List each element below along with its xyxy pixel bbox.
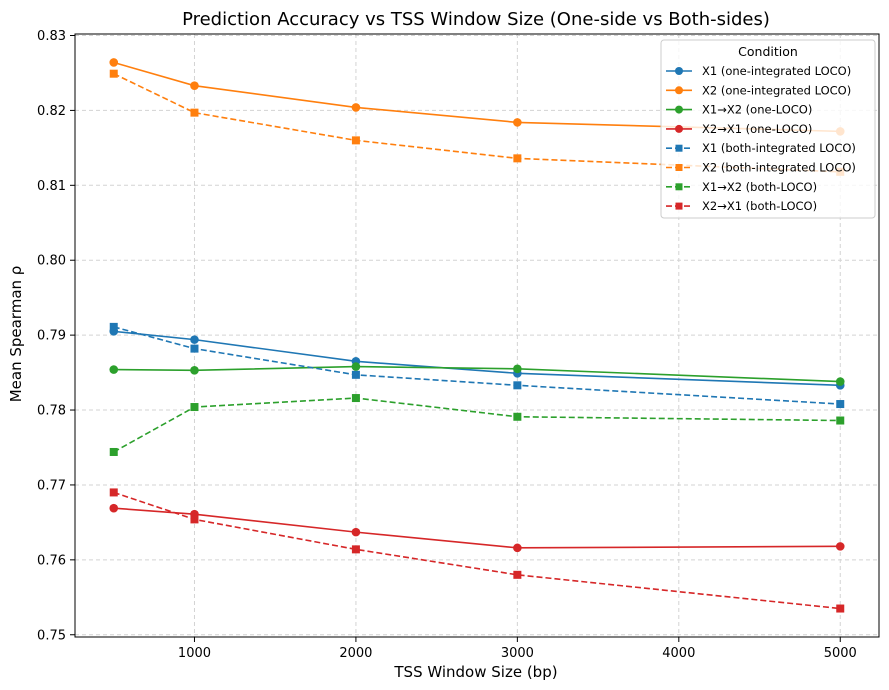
x-tick-label: 2000 <box>339 646 372 661</box>
y-tick-label: 0.76 <box>37 553 66 568</box>
y-axis-label: Mean Spearman ρ <box>7 266 25 403</box>
legend-marker <box>675 144 683 152</box>
legend: Condition X1 (one-integrated LOCO) X2 (one… <box>660 39 876 219</box>
data-point <box>190 108 199 117</box>
data-point <box>351 362 361 371</box>
legend-label: X2→X1 (both-LOCO) <box>702 199 817 213</box>
legend-item: X2→X1 (one-LOCO) <box>666 122 812 136</box>
data-point <box>351 394 360 403</box>
legend-label: X1→X2 (one-LOCO) <box>702 103 812 117</box>
series-8 <box>109 488 845 613</box>
legend-label: X1→X2 (both-LOCO) <box>702 180 817 194</box>
series-2 <box>109 58 845 136</box>
legend-marker <box>675 86 683 95</box>
series-7 <box>109 394 845 456</box>
data-point <box>351 370 360 379</box>
y-tick-label: 0.77 <box>37 478 66 493</box>
data-point <box>190 366 199 375</box>
x-axis-label: TSS Window Size (bp) <box>393 663 557 681</box>
data-point <box>836 604 845 613</box>
axis-ticks: 1000 2000 3000 4000 5000 0.75 0.76 0.77 0.78 0.79… <box>37 29 857 661</box>
legend-label: X2 (both-integrated LOCO) <box>702 161 856 175</box>
data-point <box>190 515 199 524</box>
legend-label: X2→X1 (one-LOCO) <box>702 122 812 136</box>
x-tick-label: 3000 <box>501 646 534 661</box>
data-point <box>190 81 199 90</box>
data-point <box>513 364 522 374</box>
y-tick-label: 0.80 <box>37 254 66 269</box>
data-point <box>109 322 118 331</box>
data-point <box>513 118 522 127</box>
series-line <box>113 491 841 610</box>
data-point <box>109 69 118 78</box>
series-line <box>113 397 841 453</box>
data-point <box>351 527 361 537</box>
series-3 <box>109 362 845 386</box>
series-layer <box>109 58 845 613</box>
series-4 <box>109 503 845 553</box>
x-tick-label: 5000 <box>824 646 857 661</box>
series-5 <box>109 322 845 409</box>
y-tick-label: 0.79 <box>37 329 66 344</box>
series-line <box>113 507 841 549</box>
legend-marker <box>675 124 683 133</box>
legend-marker <box>675 105 683 114</box>
legend-box <box>660 39 876 219</box>
data-point <box>513 154 522 163</box>
chart-title: Prediction Accuracy vs TSS Window Size (… <box>182 9 770 30</box>
y-tick-label: 0.81 <box>37 179 66 194</box>
data-point <box>513 412 522 421</box>
legend-label: X1 (both-integrated LOCO) <box>702 141 856 155</box>
data-point <box>109 488 118 497</box>
legend-item: X2 (both-integrated LOCO) <box>666 161 856 175</box>
data-point <box>190 335 199 344</box>
y-tick-label: 0.78 <box>37 404 66 419</box>
legend-marker <box>675 67 683 75</box>
data-point <box>109 503 119 513</box>
series-1 <box>109 327 845 390</box>
legend-marker <box>675 183 683 191</box>
series-line <box>113 326 841 405</box>
series-line <box>113 365 841 383</box>
data-point <box>109 447 118 456</box>
data-point <box>351 103 361 112</box>
data-point <box>835 377 845 386</box>
data-point <box>513 543 522 553</box>
legend-marker <box>675 202 683 210</box>
legend-item: X2 (one-integrated LOCO) <box>666 83 851 97</box>
legend-item: X1→X2 (one-LOCO) <box>666 103 812 117</box>
legend-label: X1 (one-integrated LOCO) <box>702 64 851 78</box>
data-point <box>513 381 522 390</box>
data-point <box>351 136 360 145</box>
data-point <box>836 400 845 409</box>
data-point <box>109 58 119 67</box>
data-point <box>190 344 199 353</box>
data-point <box>835 542 845 551</box>
legend-item: X1 (both-integrated LOCO) <box>666 141 856 155</box>
legend-title: Condition <box>738 44 798 59</box>
data-point <box>109 365 119 374</box>
data-point <box>836 416 845 425</box>
legend-item: X2→X1 (both-LOCO) <box>666 199 817 213</box>
legend-marker <box>675 164 683 171</box>
legend-label: X2 (one-integrated LOCO) <box>702 83 851 97</box>
legend-item: X1→X2 (both-LOCO) <box>666 180 817 194</box>
y-tick-label: 0.82 <box>37 104 66 119</box>
y-tick-label: 0.83 <box>37 29 66 44</box>
x-tick-label: 1000 <box>178 646 211 661</box>
data-point <box>513 570 522 579</box>
legend-item: X1 (one-integrated LOCO) <box>666 64 851 78</box>
data-point <box>351 545 360 554</box>
x-tick-label: 4000 <box>662 646 695 661</box>
data-point <box>190 403 199 412</box>
y-tick-label: 0.75 <box>37 628 66 643</box>
